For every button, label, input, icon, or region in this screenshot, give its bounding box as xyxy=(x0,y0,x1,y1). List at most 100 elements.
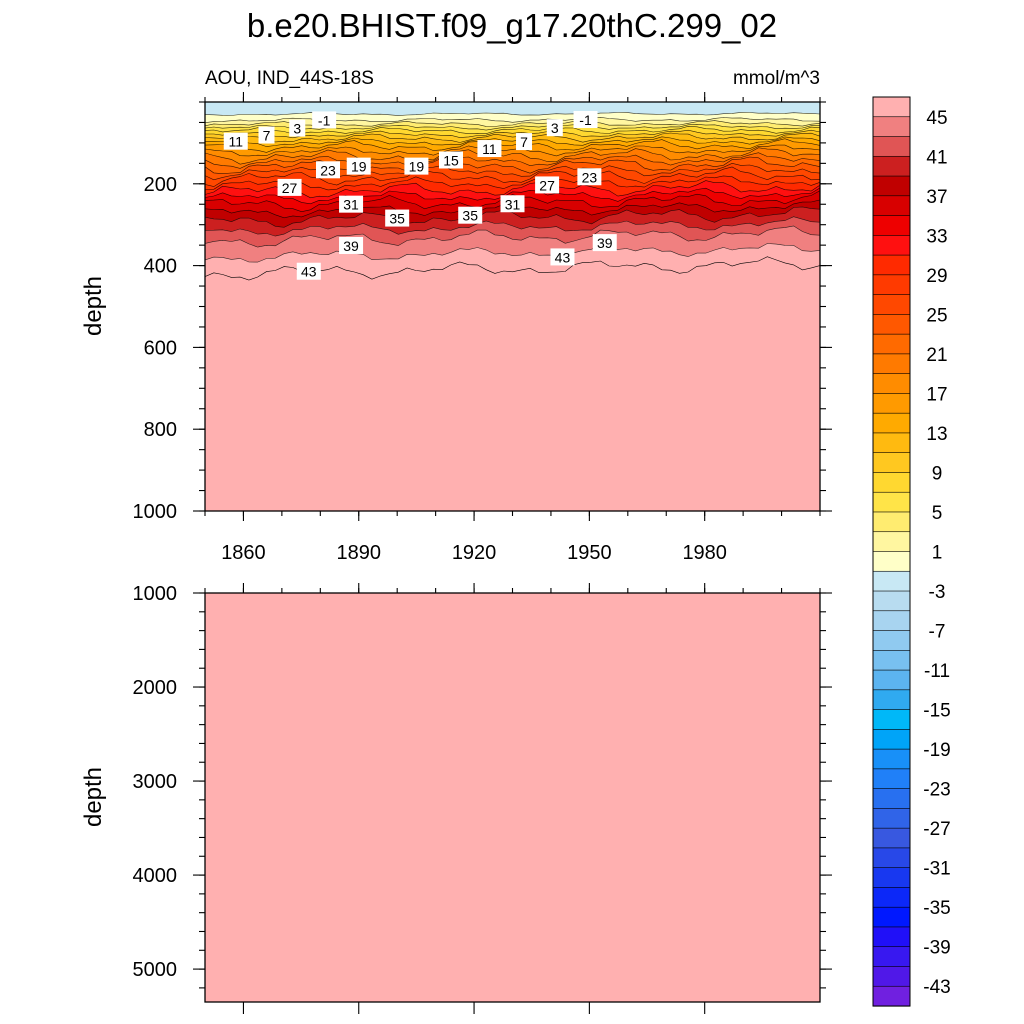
upper-axis-ticks: 1860 1890 1920 1950 1980 200 400 600 800 1000 xyxy=(133,92,832,564)
contour-label-text: 7 xyxy=(520,134,528,150)
contour-label: 19 xyxy=(404,157,429,175)
y-tick-label: 800 xyxy=(144,419,177,441)
colorbar-swatch xyxy=(872,294,911,315)
contour-line-7 xyxy=(205,129,820,139)
colorbar-swatch xyxy=(872,788,911,809)
contour-line--1 xyxy=(205,116,820,123)
y-tick-label: 5000 xyxy=(133,959,178,981)
colorbar-label: -15 xyxy=(923,701,950,722)
x-tick-label: 1980 xyxy=(682,542,727,564)
contour-label: 7 xyxy=(516,133,533,151)
contour-label-text: 11 xyxy=(482,141,497,157)
contour-line-39 xyxy=(205,216,820,237)
contour-line-5 xyxy=(205,125,820,135)
colorbar-label: -31 xyxy=(923,859,950,880)
colorbar-swatch xyxy=(872,867,911,889)
colorbar-label: 45 xyxy=(926,108,947,129)
colorbar-label: -19 xyxy=(923,740,950,761)
colorbar-label: 33 xyxy=(926,226,947,247)
contour-label-text: 23 xyxy=(582,169,598,185)
lower-panel-background xyxy=(205,593,820,1002)
contour-label: 19 xyxy=(346,157,371,175)
colorbar-swatch xyxy=(872,116,911,138)
colorbar-label: 5 xyxy=(932,503,943,524)
upper-panel: -1 3 7 11 23 19 19 15 11 7 3 -1 27 27 23 31 31 35 35 39 39 43… xyxy=(80,92,832,564)
colorbar-label: -35 xyxy=(923,898,950,919)
upper-y-axis-label: depth xyxy=(80,276,107,336)
colorbar-label: -11 xyxy=(924,661,950,682)
colorbar-label: -39 xyxy=(923,938,950,959)
colorbar-swatch xyxy=(872,511,911,533)
colorbar-swatch xyxy=(872,155,911,177)
colorbar-label: -7 xyxy=(929,622,946,643)
contour-label-text: 7 xyxy=(263,128,271,144)
upper-contour-labels: -1 3 7 11 23 19 19 15 11 7 3 -1 27 27 23 31 31 35 35 39 39 43… xyxy=(223,110,617,280)
contour-label: 3 xyxy=(289,119,306,137)
colorbar-label: 21 xyxy=(926,345,947,366)
contour-line-3 xyxy=(205,123,820,131)
colorbar-swatch xyxy=(872,195,911,217)
colorbar-swatch xyxy=(872,748,911,770)
colorbar-swatch xyxy=(872,491,911,513)
colorbar-swatch xyxy=(872,136,911,157)
x-tick-label: 1860 xyxy=(221,542,266,564)
y-tick-label: 400 xyxy=(144,256,177,278)
colorbar-swatch xyxy=(872,452,911,474)
contour-label: 3 xyxy=(546,119,563,137)
contour-label-text: 39 xyxy=(343,238,359,254)
colorbar-swatch xyxy=(872,887,911,908)
colorbar-swatch xyxy=(872,215,911,236)
right-subtitle: mmol/m^3 xyxy=(733,68,820,89)
contour-label: 27 xyxy=(277,178,302,196)
contour-line-1 xyxy=(205,120,820,127)
contour-label: 23 xyxy=(316,161,340,179)
colorbar-swatch xyxy=(872,985,911,1007)
colorbar-label: -27 xyxy=(923,819,950,840)
y-tick-label: 600 xyxy=(144,337,177,359)
colorbar-swatch xyxy=(872,373,911,395)
colorbar-label: 9 xyxy=(932,463,943,484)
colorbar-label: 41 xyxy=(926,147,947,168)
contour-label-text: 19 xyxy=(409,159,425,175)
contour-line-15 xyxy=(205,144,820,157)
contour-label-text: 31 xyxy=(505,196,521,212)
contour-label: 31 xyxy=(500,195,525,213)
colorbar-swatch xyxy=(872,254,911,276)
contour-label-text: -1 xyxy=(579,112,592,128)
y-tick-label: 1000 xyxy=(133,583,178,605)
colorbar-frame xyxy=(872,96,911,1007)
contour-line-17 xyxy=(205,147,820,165)
contour-label: 35 xyxy=(385,209,410,227)
y-tick-label: 2000 xyxy=(133,677,178,699)
colorbar-swatch xyxy=(872,551,911,572)
contour-line-13 xyxy=(205,138,820,153)
colorbar-swatch xyxy=(872,570,911,592)
contour-label-text: 43 xyxy=(301,264,317,280)
contour-line-41 xyxy=(205,225,820,248)
lower-axis-ticks: 1000 2000 3000 4000 5000 xyxy=(133,583,832,1014)
colorbar-swatch xyxy=(872,768,911,790)
contour-label: 11 xyxy=(477,140,502,158)
contour-label: 43 xyxy=(550,248,575,265)
colorbar-swatch xyxy=(872,827,911,849)
colorbar-swatch xyxy=(872,412,911,434)
contour-line-33 xyxy=(205,190,820,213)
lower-panel: 1000 2000 3000 4000 5000 depth xyxy=(80,583,832,1014)
y-tick-label: 3000 xyxy=(133,771,178,793)
y-tick-label: 200 xyxy=(144,174,177,196)
colorbar-swatch xyxy=(872,472,911,493)
contour-label: 7 xyxy=(258,126,275,144)
colorbar-swatch xyxy=(872,946,911,968)
contour-line-43 xyxy=(205,243,820,263)
y-tick-label: 1000 xyxy=(133,501,178,523)
contour-label-text: 19 xyxy=(351,159,367,175)
contour-label-text: 31 xyxy=(343,197,359,213)
colorbar-swatch xyxy=(872,926,911,948)
colorbar-swatch xyxy=(872,630,911,651)
contour-line-11 xyxy=(205,136,820,147)
contour-line-37 xyxy=(205,206,820,228)
contour-label: 31 xyxy=(339,195,364,213)
lower-y-axis-label: depth xyxy=(80,767,107,827)
colorbar-swatch xyxy=(872,847,911,869)
colorbar-swatch xyxy=(872,808,911,829)
